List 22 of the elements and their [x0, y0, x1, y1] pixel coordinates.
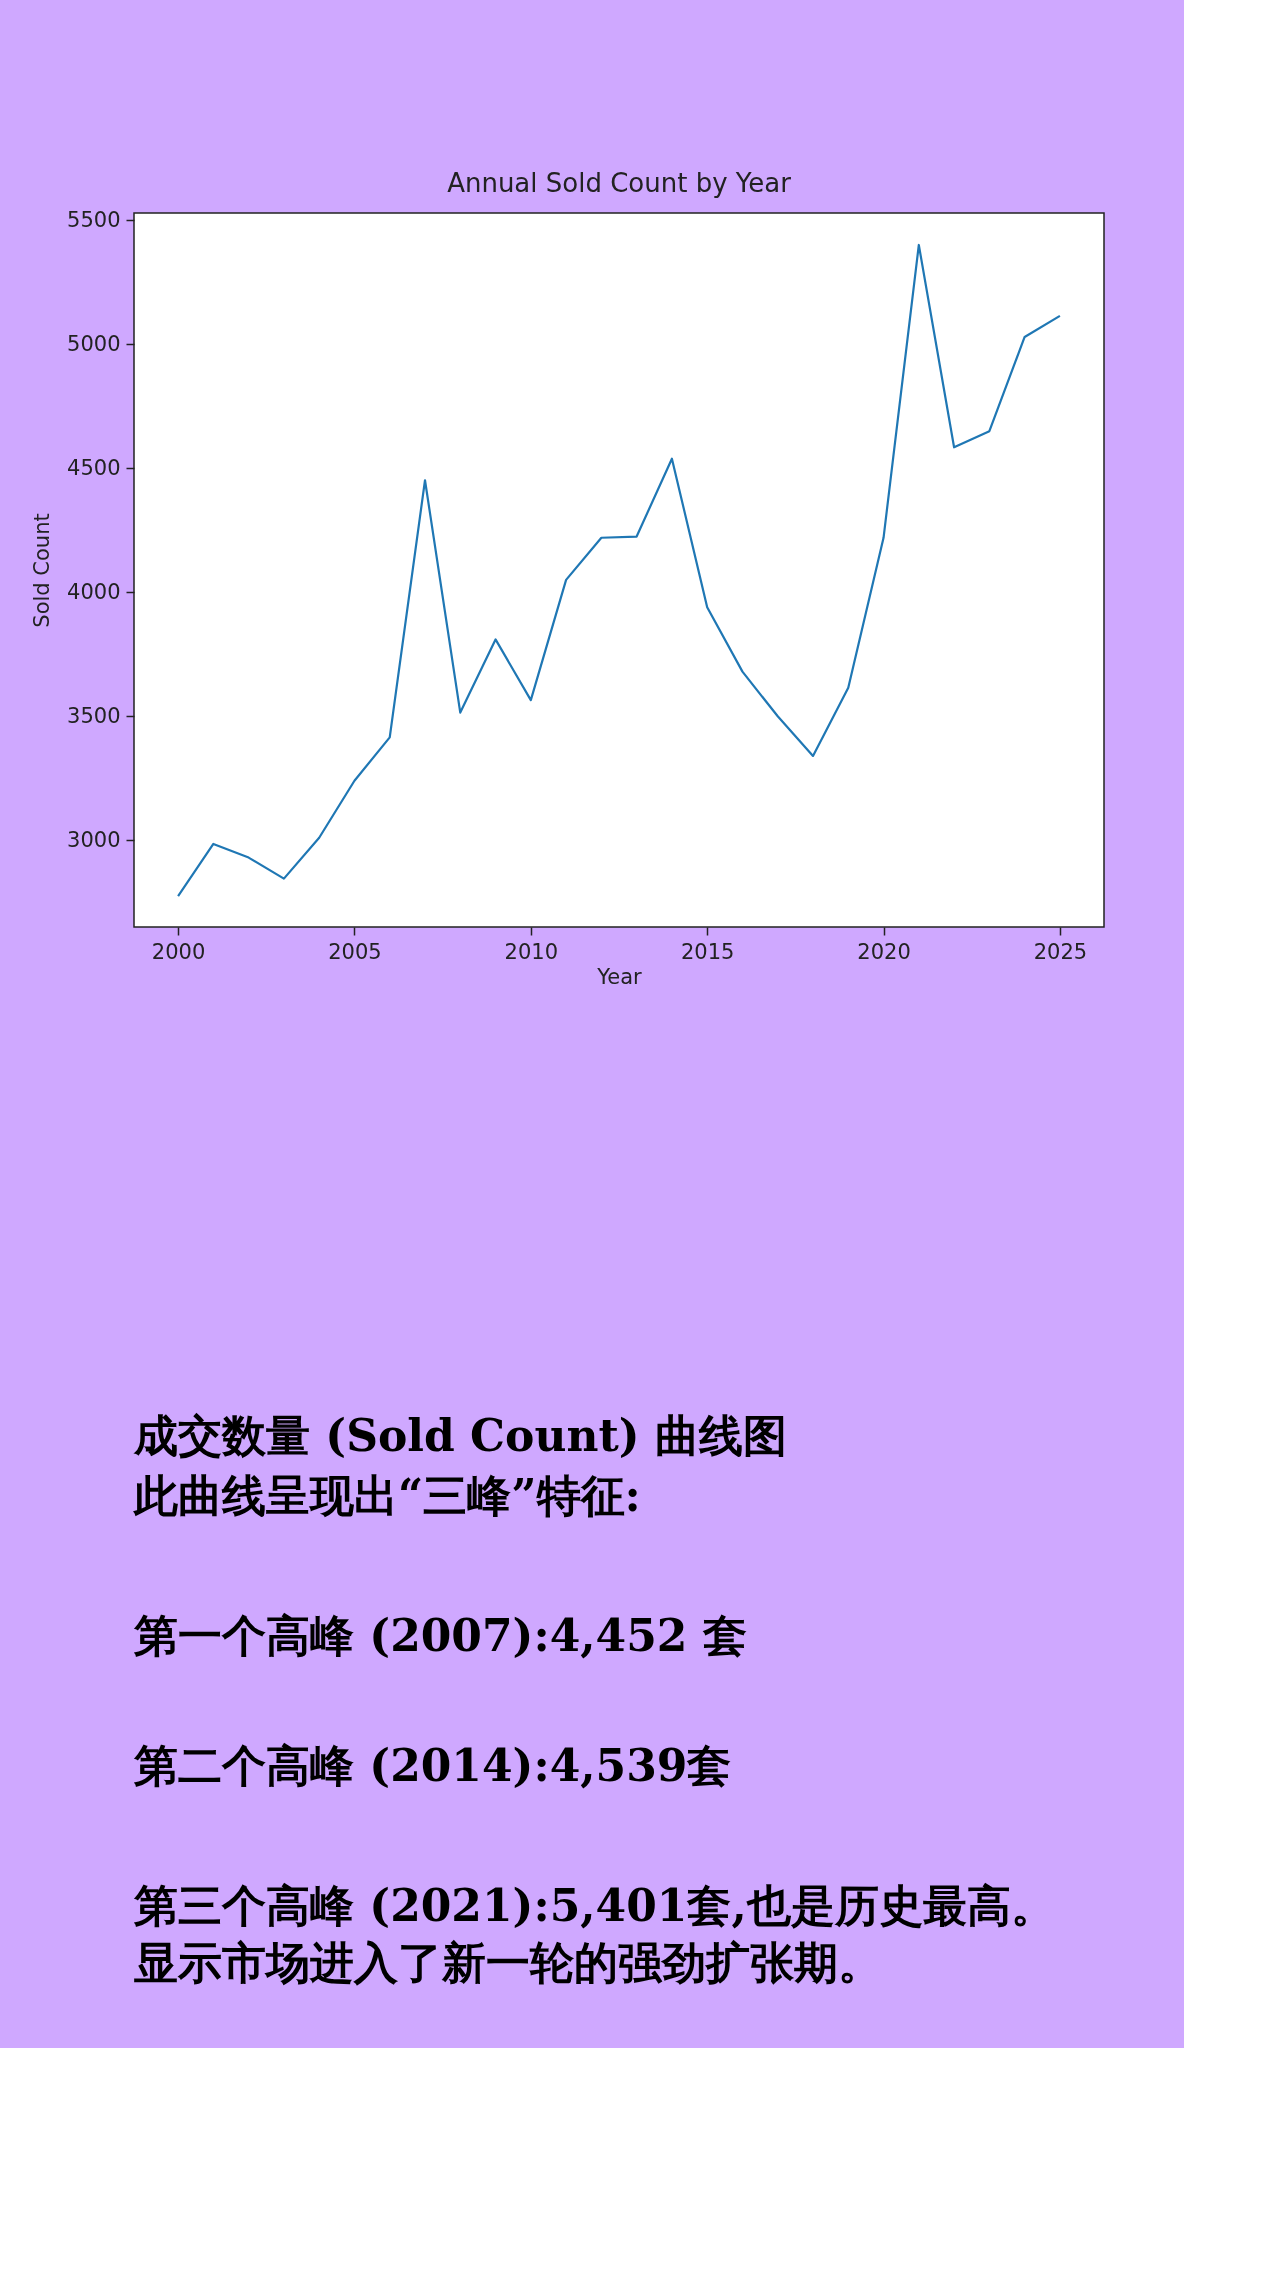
x-tick-label: 2005: [328, 939, 382, 964]
x-tick-label: 2025: [1033, 939, 1088, 964]
text: 第二个高峰 (2014):4,539套: [133, 1740, 732, 1791]
text: 成交数量 (Sold Count) 曲线图: [133, 1410, 787, 1461]
text: 显示市场进入了新一轮的强劲扩张期。: [134, 1937, 882, 1988]
x-tick-label: 2000: [151, 939, 206, 964]
chart-title: Annual Sold Count by Year: [447, 168, 792, 199]
y-tick-label: 4500: [67, 455, 121, 480]
text: 此曲线呈现出“三峰”特征:: [132, 1470, 641, 1521]
y-tick-label: 4000: [67, 579, 121, 604]
x-tick-label: 2020: [857, 939, 911, 964]
x-tick-label: 2010: [504, 939, 559, 964]
text: 第一个高峰 (2007):4,452 套: [133, 1610, 747, 1661]
y-tick-label: 5000: [67, 331, 121, 356]
y-tick-label: 3000: [67, 827, 121, 852]
text: 第三个高峰 (2021):5,401套,也是历史最高。: [133, 1880, 1055, 1931]
x-axis-title: Year: [596, 964, 643, 989]
x-tick-label: 2015: [680, 939, 735, 964]
y-tick-label: 5500: [67, 207, 121, 232]
y-tick-label: 3500: [67, 703, 121, 728]
line-series: [176, 243, 1062, 898]
y-axis-title: Sold Count: [30, 513, 55, 628]
